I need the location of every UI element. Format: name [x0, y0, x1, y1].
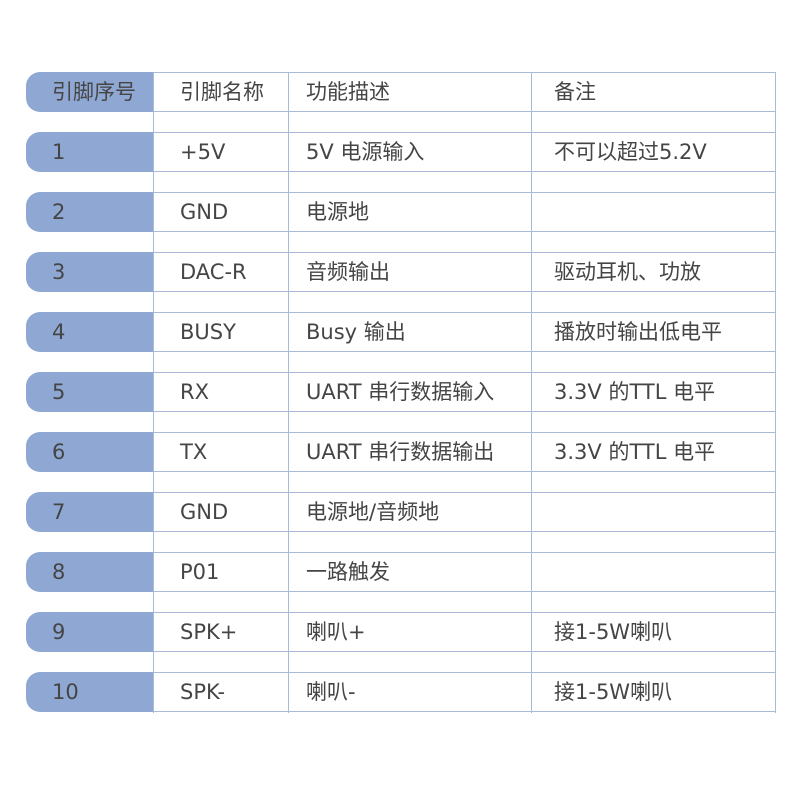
function-cell: 一路触发	[306, 560, 390, 584]
function-cell: 喇叭-	[306, 680, 356, 704]
function-cell: Busy 输出	[306, 320, 406, 344]
grid-line	[153, 372, 776, 373]
grid-line	[153, 591, 776, 592]
grid-line	[775, 72, 776, 713]
table-row: 8 P01 一路触发	[26, 531, 776, 592]
table-row: 3 DAC-R 音频输出 驱动耳机、功放	[26, 231, 776, 292]
pin-name-cell: RX	[180, 380, 209, 404]
table-row: 2 GND 电源地	[26, 171, 776, 232]
pin-number-cell: 3	[52, 260, 66, 284]
grid-line	[153, 312, 776, 313]
pin-number-pill	[26, 672, 153, 712]
header-row: 引脚序号 引脚名称 功能描述 备注	[26, 72, 776, 112]
grid-line	[153, 111, 776, 112]
pin-number-pill	[26, 492, 153, 532]
grid-line	[153, 171, 776, 172]
pin-name-cell: GND	[180, 500, 229, 524]
header-function: 功能描述	[306, 80, 390, 104]
pin-number-pill	[26, 312, 153, 352]
pin-number-cell: 10	[52, 680, 79, 704]
pin-number-pill	[26, 132, 153, 172]
pin-name-cell: BUSY	[180, 320, 236, 344]
grid-line	[153, 192, 776, 193]
grid-line	[153, 492, 776, 493]
note-cell: 不可以超过5.2V	[554, 140, 707, 164]
grid-line	[153, 672, 776, 673]
note-cell: 接1-5W喇叭	[554, 620, 673, 644]
pin-number-cell: 2	[52, 200, 66, 224]
function-cell: 5V 电源输入	[306, 140, 425, 164]
grid-line	[153, 291, 776, 292]
table-row: 7 GND 电源地/音频地	[26, 471, 776, 532]
pin-number-pill	[26, 432, 153, 472]
pin-name-cell: DAC-R	[180, 260, 247, 284]
grid-line	[153, 432, 776, 433]
grid-line	[153, 132, 776, 133]
table-row: 10 SPK- 喇叭- 接1-5W喇叭	[26, 651, 776, 712]
pin-number-cell: 8	[52, 560, 66, 584]
grid-line	[531, 72, 532, 713]
note-cell: 3.3V 的TTL 电平	[554, 440, 716, 464]
header-pin-number: 引脚序号	[52, 80, 136, 104]
function-cell: 电源地	[306, 200, 369, 224]
pin-name-cell: SPK+	[180, 620, 238, 644]
grid-line	[153, 72, 776, 73]
note-cell: 接1-5W喇叭	[554, 680, 673, 704]
header-pill	[26, 72, 153, 112]
pin-number-cell: 5	[52, 380, 66, 404]
grid-line	[153, 471, 776, 472]
pin-name-cell: +5V	[180, 140, 226, 164]
pin-name-cell: SPK-	[180, 680, 226, 704]
pin-number-pill	[26, 372, 153, 412]
table-row: 4 BUSY Busy 输出 播放时输出低电平	[26, 291, 776, 352]
pin-name-cell: P01	[180, 560, 220, 584]
function-cell: 喇叭+	[306, 620, 366, 644]
pin-number-cell: 7	[52, 500, 66, 524]
grid-line	[153, 711, 776, 712]
pin-name-cell: GND	[180, 200, 229, 224]
grid-line	[153, 552, 776, 553]
function-cell: 音频输出	[306, 260, 390, 284]
note-cell: 驱动耳机、功放	[554, 260, 701, 284]
pin-number-pill	[26, 192, 153, 232]
grid-line	[288, 72, 289, 713]
grid-line	[153, 252, 776, 253]
table-row: 9 SPK+ 喇叭+ 接1-5W喇叭	[26, 591, 776, 652]
grid-line	[153, 531, 776, 532]
pin-name-cell: TX	[180, 440, 208, 464]
grid-line	[153, 351, 776, 352]
pin-number-cell: 4	[52, 320, 66, 344]
grid-line	[153, 651, 776, 652]
table-row: 1 +5V 5V 电源输入 不可以超过5.2V	[26, 111, 776, 172]
grid-line	[153, 231, 776, 232]
pin-number-pill	[26, 552, 153, 592]
pin-number-pill	[26, 252, 153, 292]
grid-line	[153, 411, 776, 412]
grid-line	[153, 612, 776, 613]
function-cell: UART 串行数据输出	[306, 440, 495, 464]
table-row: 5 RX UART 串行数据输入 3.3V 的TTL 电平	[26, 351, 776, 412]
header-pin-name: 引脚名称	[180, 80, 264, 104]
function-cell: 电源地/音频地	[306, 500, 440, 524]
note-cell: 播放时输出低电平	[554, 320, 722, 344]
function-cell: UART 串行数据输入	[306, 380, 495, 404]
pin-number-pill	[26, 612, 153, 652]
table-row: 6 TX UART 串行数据输出 3.3V 的TTL 电平	[26, 411, 776, 472]
header-note: 备注	[554, 80, 596, 104]
pin-number-cell: 9	[52, 620, 66, 644]
pin-number-cell: 1	[52, 140, 66, 164]
grid-line	[153, 72, 154, 713]
note-cell: 3.3V 的TTL 电平	[554, 380, 716, 404]
pin-number-cell: 6	[52, 440, 66, 464]
